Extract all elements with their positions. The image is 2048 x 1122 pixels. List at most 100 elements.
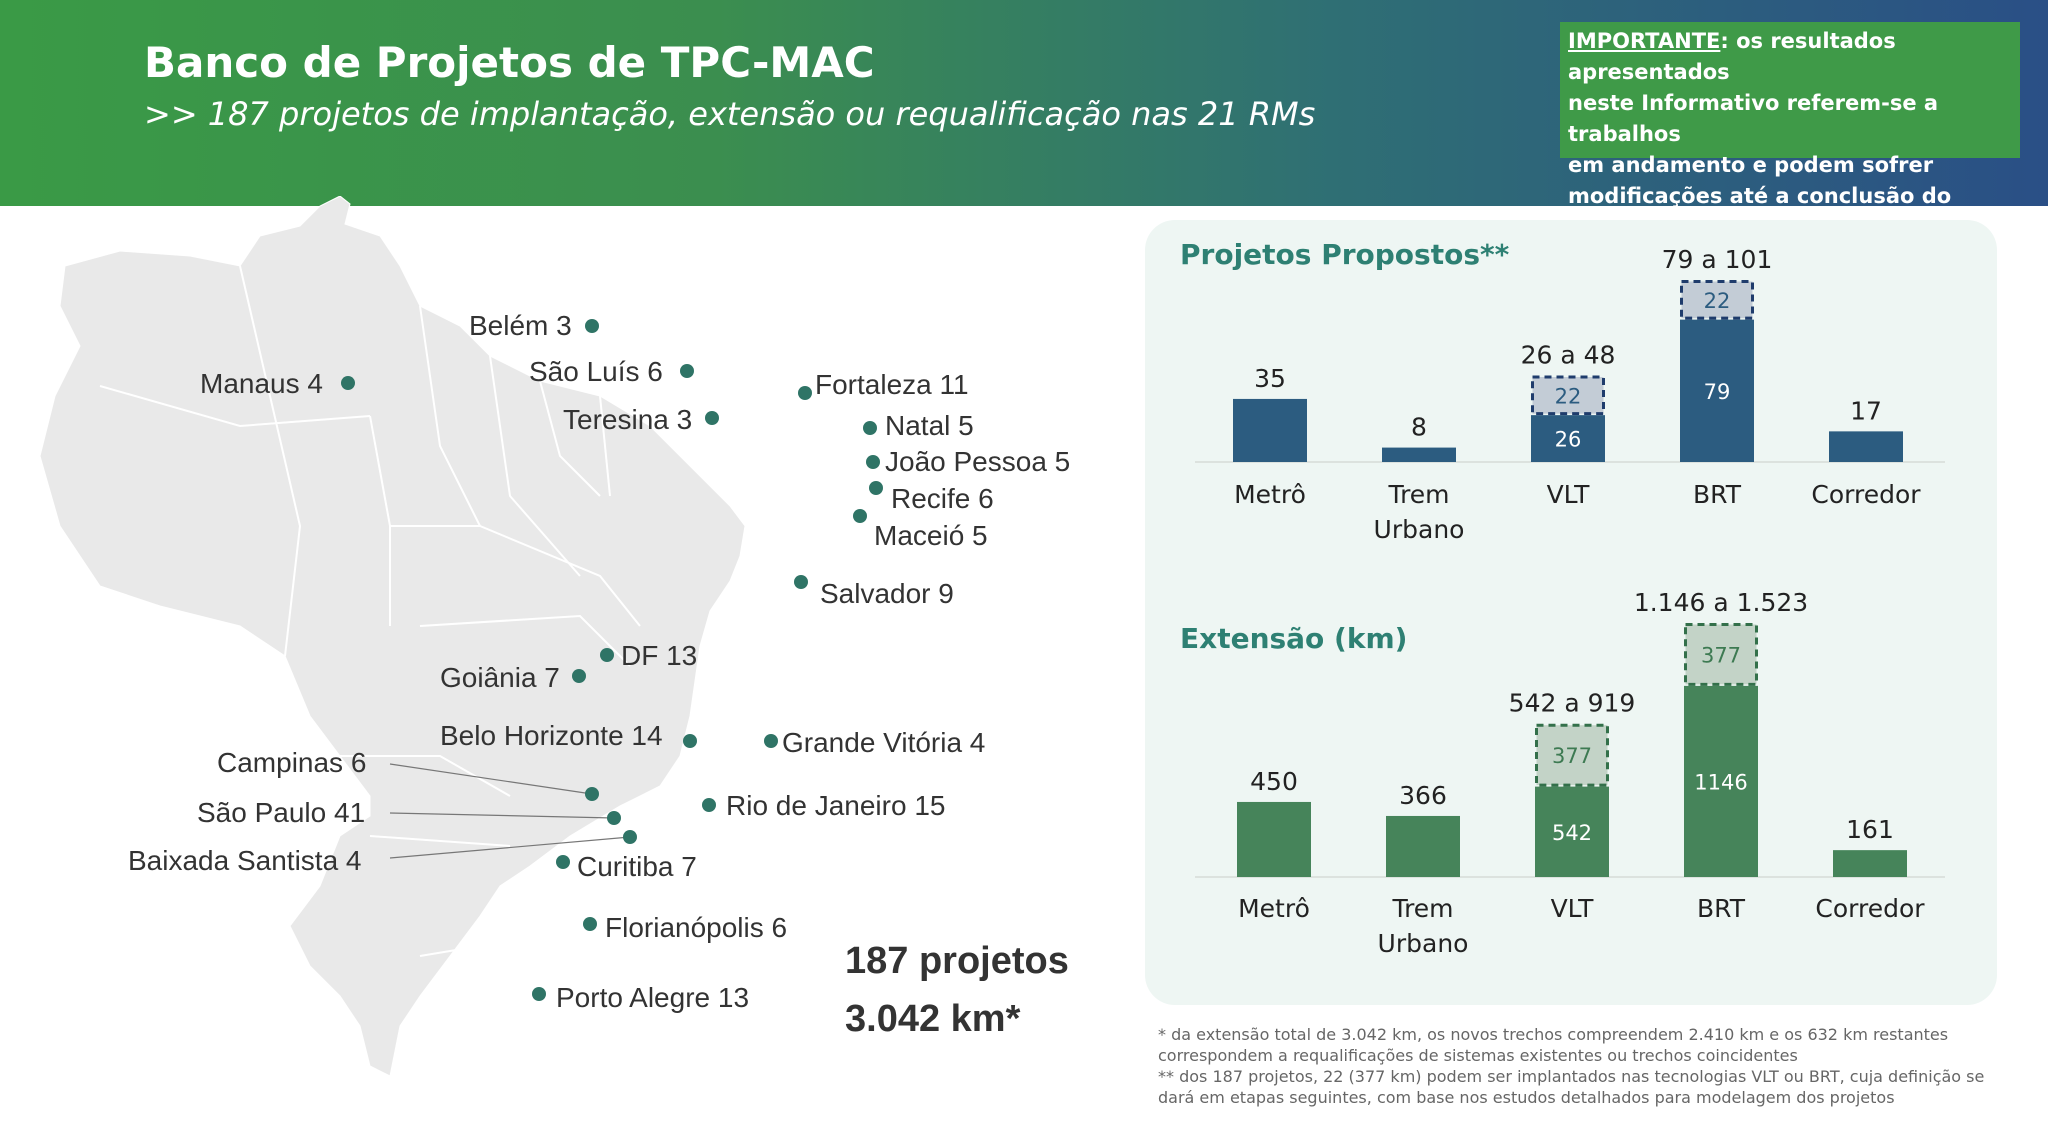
city-label: Fortaleza 11 bbox=[815, 369, 969, 400]
category-label: BRT bbox=[1697, 894, 1746, 923]
city-label: Florianópolis 6 bbox=[605, 912, 788, 943]
city-label: Natal 5 bbox=[885, 410, 974, 441]
data-label-shared: 377 bbox=[1701, 643, 1741, 667]
category-label: VLT bbox=[1547, 480, 1591, 509]
city-label: São Paulo 41 bbox=[197, 797, 366, 828]
city-dot bbox=[556, 855, 570, 869]
bar-total-label: 35 bbox=[1254, 364, 1286, 393]
city-label: Maceió 5 bbox=[874, 520, 988, 551]
bar-total-label: 366 bbox=[1399, 781, 1447, 810]
bar-total-label: 450 bbox=[1250, 767, 1298, 796]
footnote-line: ** dos 187 projetos, 22 (377 km) podem s… bbox=[1158, 1067, 1985, 1086]
bar-total-label: 17 bbox=[1850, 396, 1882, 425]
extension-chart-title: Extensão (km) bbox=[1180, 622, 1408, 655]
bar-brt bbox=[1680, 319, 1754, 462]
data-label: 79 bbox=[1704, 380, 1731, 404]
city-dot bbox=[863, 421, 877, 435]
bar-corredor bbox=[1829, 431, 1903, 462]
page-subtitle: >> 187 projetos de implantação, extensão… bbox=[144, 95, 1316, 133]
projects-chart-title: Projetos Propostos** bbox=[1180, 238, 1510, 271]
category-label: BRT bbox=[1693, 480, 1742, 509]
city-markers bbox=[341, 319, 883, 1001]
bar-total-label: 161 bbox=[1846, 815, 1894, 844]
city-dot bbox=[583, 917, 597, 931]
city-dot bbox=[798, 386, 812, 400]
city-dot bbox=[764, 734, 778, 748]
state-borders bbox=[99, 265, 641, 957]
leader-line bbox=[389, 763, 593, 795]
city-label: Manaus 4 bbox=[200, 368, 323, 399]
footnote-line: * da extensão total de 3.042 km, os novo… bbox=[1158, 1025, 1949, 1044]
city-label: São Luís 6 bbox=[529, 356, 663, 387]
city-label: Rio de Janeiro 15 bbox=[726, 790, 946, 821]
bar-shared-segment bbox=[1680, 280, 1754, 320]
city-label: João Pessoa 5 bbox=[885, 446, 1071, 477]
footnote-line: dará em etapas seguintes, com base nos e… bbox=[1158, 1088, 1895, 1107]
data-label-shared: 377 bbox=[1552, 744, 1592, 768]
data-label: 1146 bbox=[1694, 770, 1747, 794]
brazil-shape bbox=[40, 196, 746, 1077]
bar-metrô bbox=[1237, 801, 1311, 877]
header-banner: Banco de Projetos de TPC-MAC >> 187 proj… bbox=[0, 0, 2048, 239]
city-dot bbox=[683, 734, 697, 748]
city-label: Baixada Santista 4 bbox=[128, 845, 362, 876]
city-dot bbox=[866, 455, 880, 469]
bar-shared-segment bbox=[1535, 723, 1609, 787]
city-label: Salvador 9 bbox=[820, 578, 954, 609]
city-label: Goiânia 7 bbox=[440, 662, 560, 693]
city-label: Porto Alegre 13 bbox=[556, 982, 750, 1013]
bar-shared-segment bbox=[1684, 623, 1758, 686]
city-dot bbox=[680, 364, 694, 378]
bar-charts: 35 Metrô 8 Trem Urbano 22 26 26 a 48 VLT 22 79 79 a… bbox=[1195, 245, 1945, 958]
category-label: Corredor bbox=[1811, 480, 1921, 509]
city-dot bbox=[869, 481, 883, 495]
bar-total-label: 79 a 101 bbox=[1662, 245, 1773, 274]
leader-line bbox=[389, 836, 631, 859]
bar-brt bbox=[1684, 685, 1758, 877]
notice-line: em andamento e podem sofrer bbox=[1568, 153, 1934, 177]
notice-keyword: IMPORTANTE bbox=[1568, 29, 1721, 53]
city-label: Campinas 6 bbox=[217, 747, 367, 778]
city-dot bbox=[600, 648, 614, 662]
category-label: Corredor bbox=[1815, 894, 1925, 923]
footnote-line: correspondem a requalificações de sistem… bbox=[1158, 1046, 1798, 1065]
city-dot bbox=[585, 787, 599, 801]
bar-total-label: 1.146 a 1.523 bbox=[1634, 588, 1808, 617]
city-dot bbox=[572, 669, 586, 683]
bar-vlt bbox=[1531, 415, 1605, 462]
city-label: Belo Horizonte 14 bbox=[440, 720, 663, 751]
category-label: Metrô bbox=[1238, 894, 1310, 923]
city-dot bbox=[794, 575, 808, 589]
city-label: Curitiba 7 bbox=[577, 851, 697, 882]
bar-total-label: 542 a 919 bbox=[1509, 689, 1636, 718]
total-projects: 187 projetos bbox=[845, 940, 1069, 982]
data-label-shared: 22 bbox=[1555, 384, 1582, 408]
city-dot bbox=[607, 811, 621, 825]
brazil-map bbox=[40, 196, 746, 1077]
city-dot bbox=[623, 830, 637, 844]
important-notice: IMPORTANTE: os resultados apresentados n… bbox=[1560, 22, 2020, 239]
city-dot bbox=[705, 411, 719, 425]
bar-shared-segment bbox=[1531, 375, 1605, 416]
city-label: Teresina 3 bbox=[563, 404, 693, 435]
category-label: Urbano bbox=[1378, 929, 1469, 958]
city-label: Recife 6 bbox=[891, 483, 994, 514]
category-label: Trem bbox=[1387, 480, 1449, 509]
data-label-shared: 22 bbox=[1704, 289, 1731, 313]
data-label: 26 bbox=[1555, 428, 1582, 452]
bar-corredor bbox=[1833, 850, 1907, 877]
data-label: 542 bbox=[1552, 821, 1592, 845]
category-label: Metrô bbox=[1234, 480, 1306, 509]
bar-vlt bbox=[1535, 786, 1609, 877]
notice-line: : os resultados apresentados bbox=[1568, 29, 1896, 84]
city-label: DF 13 bbox=[621, 640, 698, 671]
bar-trem-urbano bbox=[1386, 815, 1460, 877]
category-label: Urbano bbox=[1374, 515, 1465, 544]
city-dot bbox=[585, 319, 599, 333]
category-label: VLT bbox=[1551, 894, 1595, 923]
city-dot bbox=[853, 509, 867, 523]
page-title: Banco de Projetos de TPC-MAC bbox=[144, 38, 875, 87]
bar-total-label: 26 a 48 bbox=[1521, 341, 1616, 370]
city-label: Grande Vitória 4 bbox=[782, 727, 986, 758]
total-km: 3.042 km* bbox=[845, 998, 1021, 1040]
